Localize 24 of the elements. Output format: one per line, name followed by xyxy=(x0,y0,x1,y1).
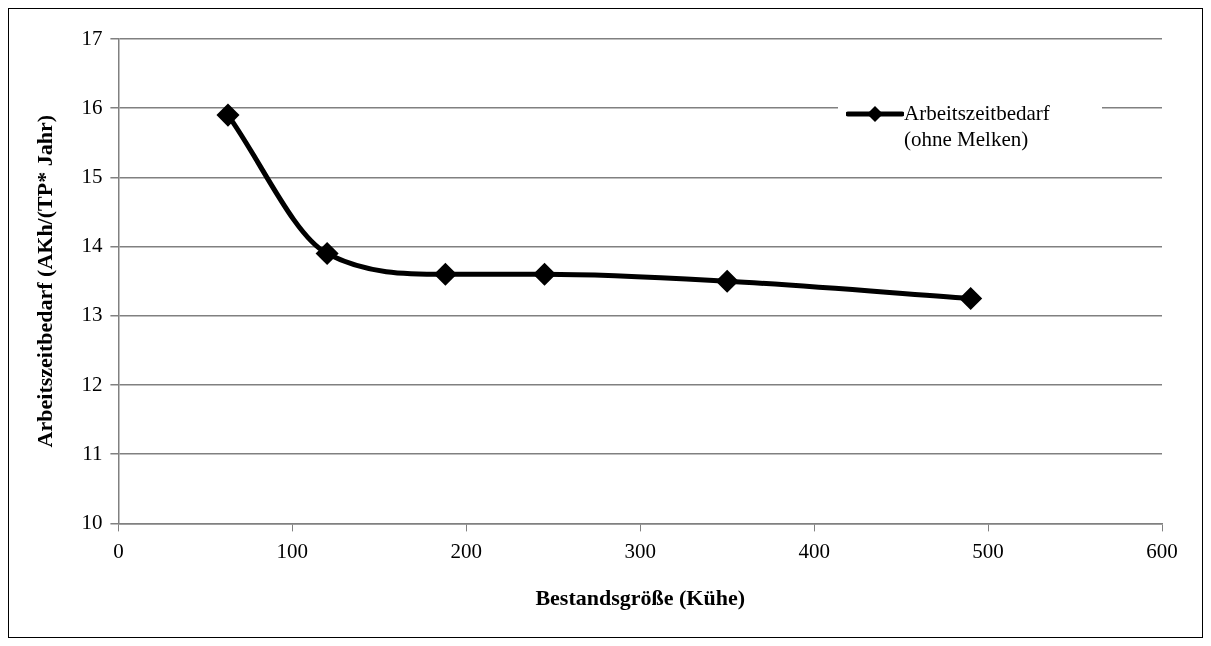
point xyxy=(960,288,982,309)
legend-label: Arbeitszeitbedarf (ohne Melken) xyxy=(904,100,1051,152)
y-tick-label: 17 xyxy=(81,25,103,50)
x-tick-label: 200 xyxy=(450,538,483,563)
point xyxy=(434,263,456,285)
x-tick-label: 400 xyxy=(798,538,830,563)
point xyxy=(316,243,338,265)
y-tick-label: 11 xyxy=(82,440,103,465)
point xyxy=(534,263,556,285)
x-tick-label: 0 xyxy=(113,538,124,563)
x-tick-label: 300 xyxy=(624,538,656,563)
y-tick-label: 12 xyxy=(81,371,103,396)
x-tick-label: 100 xyxy=(276,538,309,563)
point xyxy=(217,104,239,126)
x-tick-label: 500 xyxy=(972,538,1004,563)
y-tick-label: 15 xyxy=(81,163,103,188)
y-tick-label: 16 xyxy=(81,94,103,119)
y-tick-label: 10 xyxy=(81,509,103,534)
y-tick-label: 13 xyxy=(81,302,103,327)
x-axis-title: Bestandsgröße (Kühe) xyxy=(535,585,746,611)
x-tick-label: 600 xyxy=(1146,538,1178,563)
y-tick-label: 14 xyxy=(81,233,103,258)
point xyxy=(716,270,738,292)
y-axis-title: Arbeitszeitbedarf (AKh/(TP* Jahr) xyxy=(31,115,57,448)
